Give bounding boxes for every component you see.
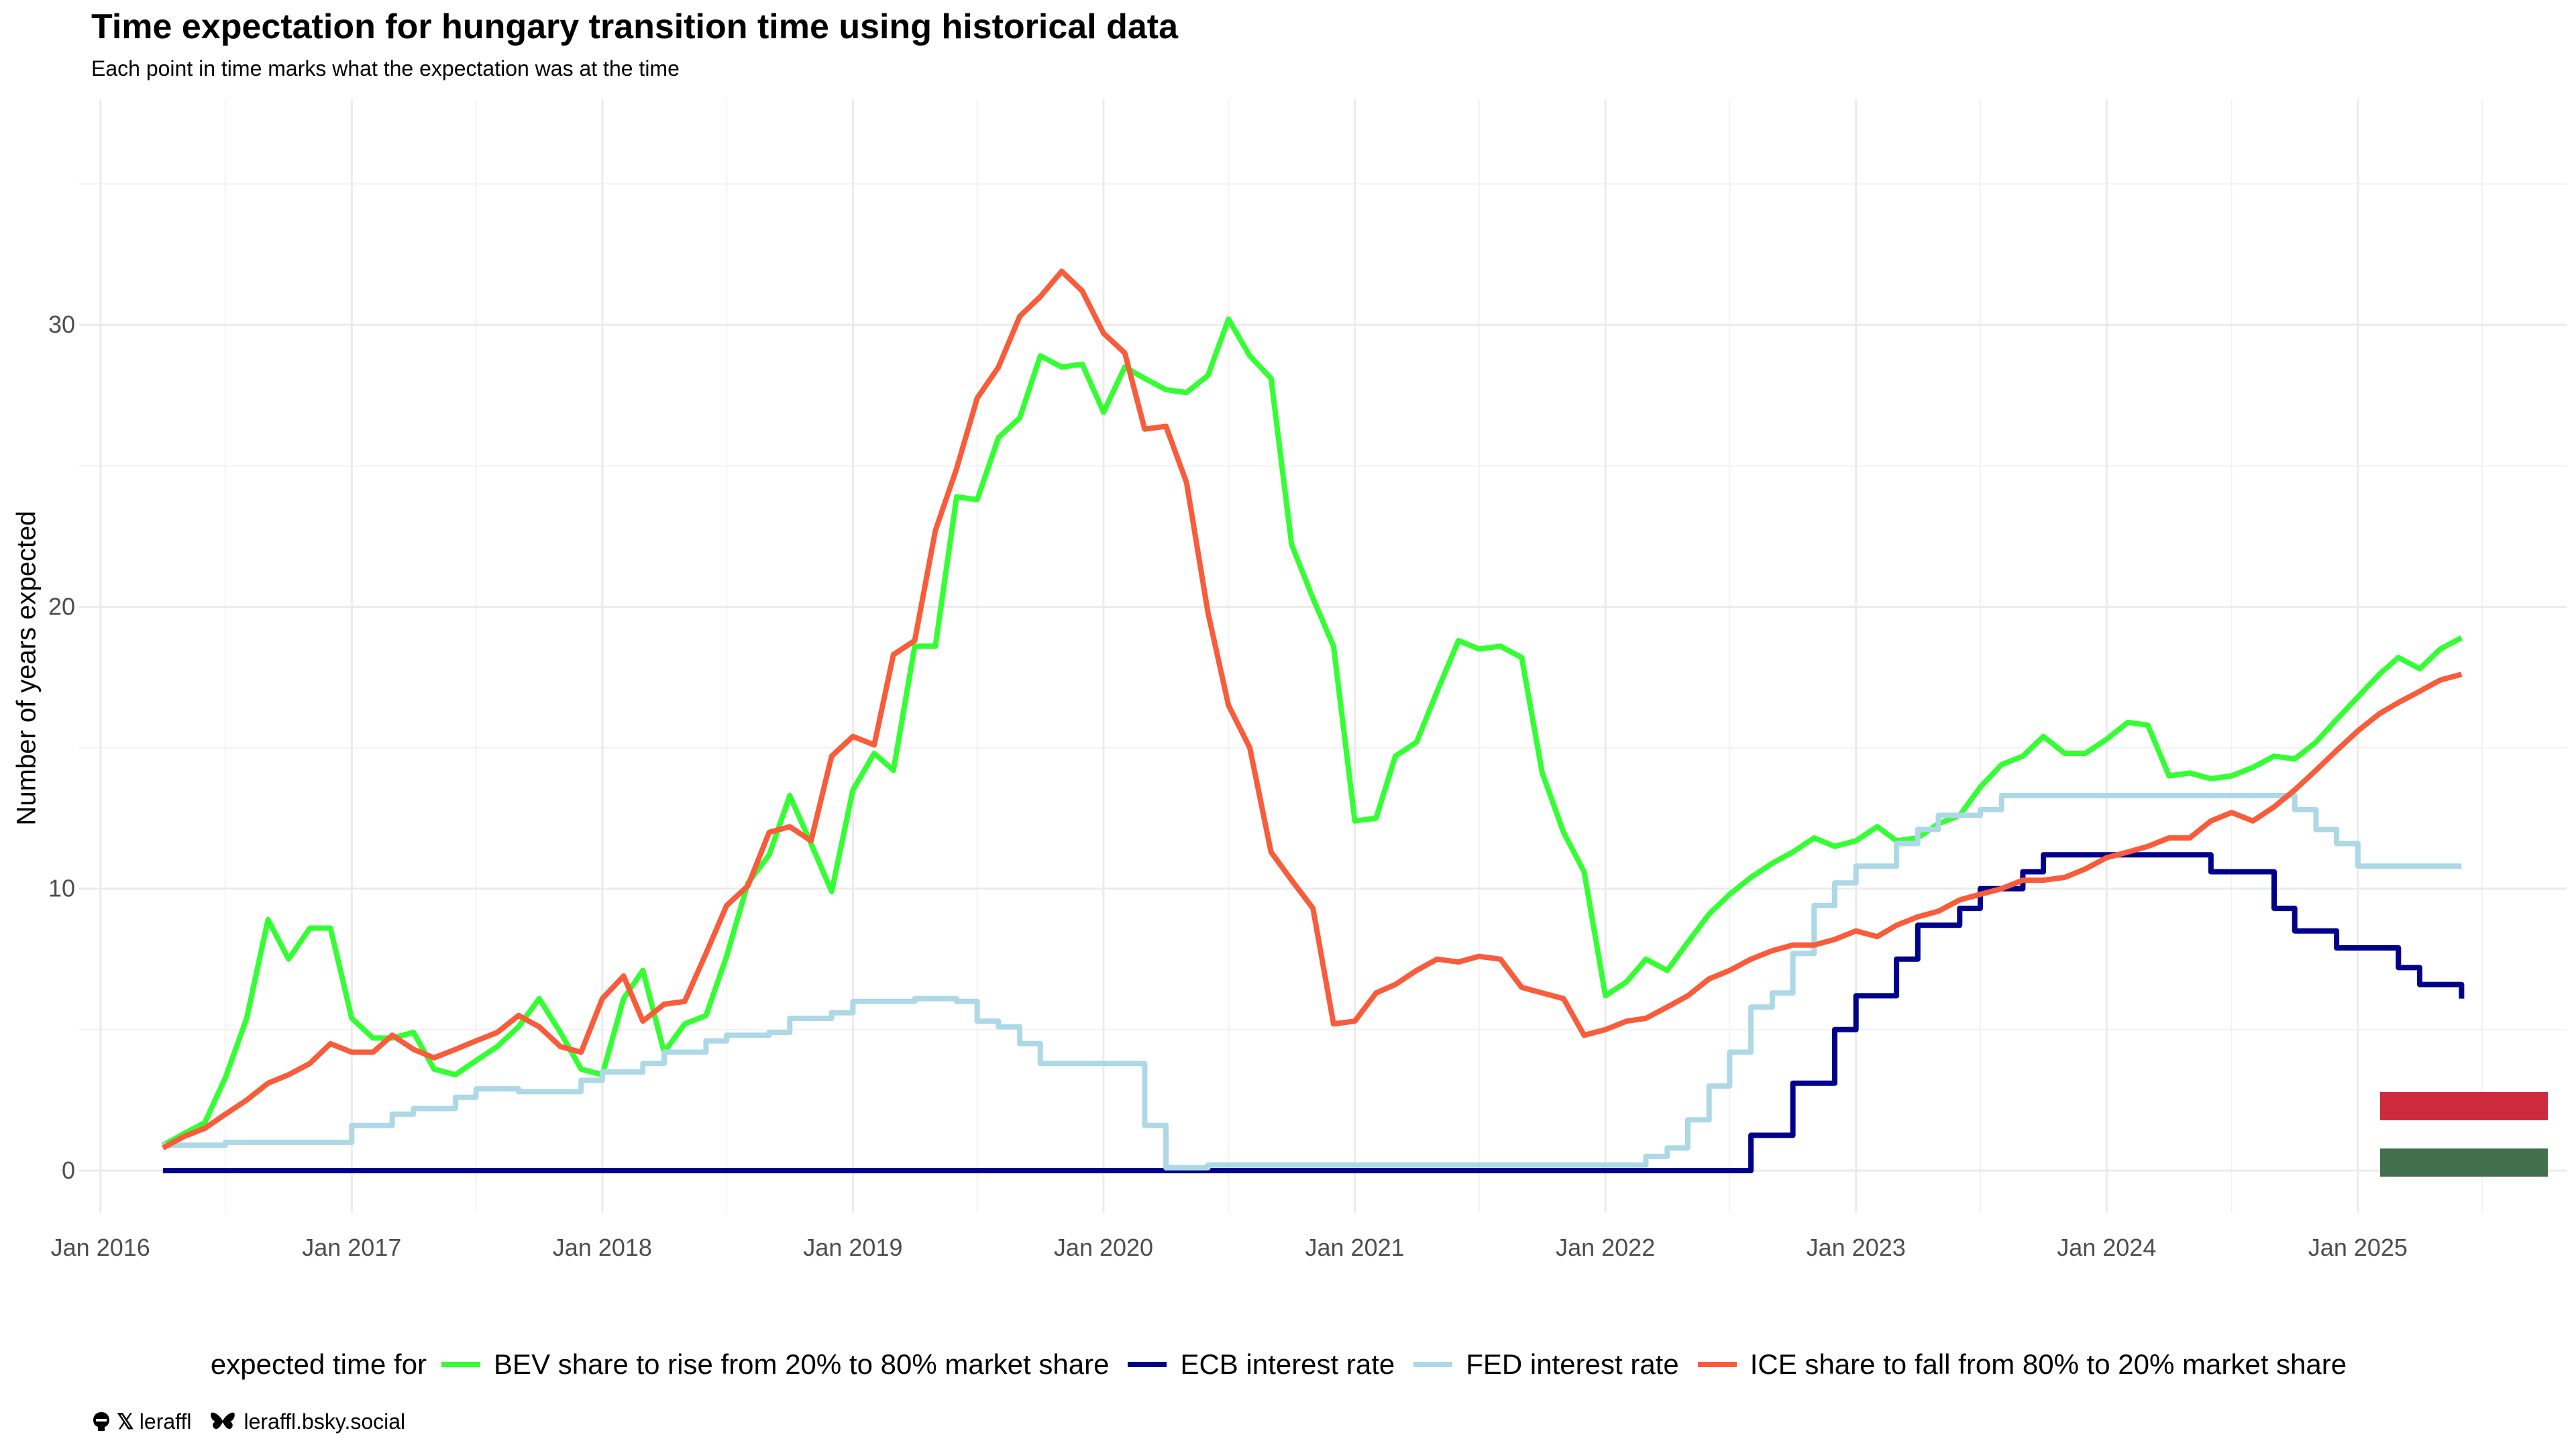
- x-tick-label: Jan 2019: [803, 1234, 902, 1261]
- legend-item-ice: ICE share to fall from 80% to 20% market…: [1697, 1348, 2347, 1381]
- x-tick-label: Jan 2024: [2057, 1234, 2156, 1261]
- series-line-ecb-interest-rate: [162, 852, 2465, 1173]
- series-line-fed-interest-rate: [162, 793, 2462, 1171]
- hungary-flag: [2380, 1092, 2548, 1177]
- legend-key-ice: [1697, 1362, 1737, 1367]
- series-line-ice-share-to-fall-from-80-to-20-market-share: [161, 268, 2463, 1150]
- y-tick-label: 0: [62, 1157, 75, 1184]
- legend-label-bev: BEV share to rise from 20% to 80% market…: [494, 1348, 1110, 1380]
- x-handle: leraffl: [139, 1409, 192, 1434]
- legend-label-ecb: ECB interest rate: [1180, 1348, 1395, 1380]
- x-tick-label: Jan 2017: [302, 1234, 401, 1261]
- x-tick-label: Jan 2018: [553, 1234, 652, 1261]
- x-tick-label: Jan 2016: [51, 1234, 150, 1261]
- x-tick-label: Jan 2023: [1807, 1234, 1906, 1261]
- chart-subtitle: Each point in time marks what the expect…: [91, 56, 680, 80]
- x-tick-label: Jan 2025: [2308, 1234, 2408, 1261]
- line-chart: Jan 2016 Jan 2017 Jan 2018 Jan 2019 Jan 2020…: [48, 99, 2567, 1261]
- x-tick-label: Jan 2020: [1054, 1234, 1153, 1261]
- y-tick-label: 30: [48, 311, 75, 338]
- x-tick-label: Jan 2021: [1305, 1234, 1405, 1261]
- y-tick-label: 20: [48, 592, 75, 620]
- series-line-bev-share-to-rise-from-20-to-80-market-share: [161, 316, 2463, 1148]
- legend-key-fed: [1413, 1362, 1453, 1367]
- legend: expected time for BEV share to rise from…: [0, 1348, 2576, 1381]
- y-tick-label: 10: [48, 875, 75, 902]
- flag-stripe-green: [2380, 1148, 2548, 1177]
- legend-item-fed: FED interest rate: [1413, 1348, 1679, 1381]
- credits: 𝕏 leraffl leraffl.bsky.social: [91, 1409, 405, 1434]
- x-tick-label: Jan 2022: [1556, 1234, 1655, 1261]
- flag-stripe-red: [2380, 1092, 2548, 1120]
- grid-lines: [79, 99, 2567, 1213]
- legend-label-fed: FED interest rate: [1466, 1348, 1679, 1380]
- github-icon: [93, 1412, 109, 1431]
- legend-label-ice: ICE share to fall from 80% to 20% market…: [1750, 1348, 2347, 1380]
- legend-item-ecb: ECB interest rate: [1128, 1348, 1395, 1381]
- flag-stripe-white: [2380, 1120, 2548, 1148]
- series-lines: [161, 268, 2465, 1173]
- bluesky-handle: leraffl.bsky.social: [244, 1409, 406, 1434]
- legend-item-bev: BEV share to rise from 20% to 80% market…: [441, 1348, 1109, 1381]
- legend-title: expected time for: [210, 1348, 427, 1380]
- axis-tick-labels: Jan 2016 Jan 2017 Jan 2018 Jan 2019 Jan 2020…: [48, 311, 2408, 1261]
- chart-title: Time expectation for hungary transition …: [91, 7, 1178, 46]
- legend-key-bev: [441, 1362, 481, 1367]
- legend-key-ecb: [1128, 1362, 1167, 1367]
- butterfly-icon: [211, 1412, 235, 1430]
- x-logo-icon: 𝕏: [117, 1409, 134, 1434]
